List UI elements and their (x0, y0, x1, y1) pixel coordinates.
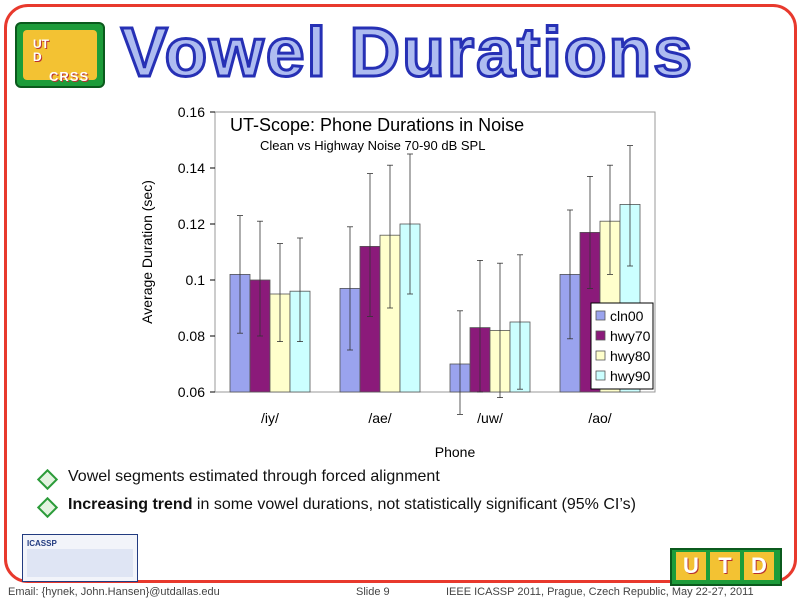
x-tick-label: /iy/ (261, 410, 279, 426)
prague-skyline-icon (27, 549, 133, 577)
bullet-item: Vowel segments estimated through forced … (36, 468, 780, 496)
icassp-logo: ICASSP (22, 534, 138, 582)
legend-label: cln00 (610, 308, 644, 324)
bullet-bold-text: Increasing trend (68, 496, 193, 513)
bullet-text: Vowel segments estimated through forced … (68, 468, 440, 485)
legend-swatch-hwy80 (595, 350, 606, 361)
chart-title: UT-Scope: Phone Durations in Noise (230, 115, 524, 135)
utd-logo-letter: D (744, 552, 774, 580)
footer-slide-number: Slide 9 (356, 586, 390, 598)
bullet-list: Vowel segments estimated through forced … (36, 468, 780, 524)
footer: Email: {hynek, John.Hansen}@utdallas.edu… (0, 586, 800, 598)
legend-label: hwy80 (610, 348, 651, 364)
x-axis-label: Phone (435, 444, 476, 460)
legend-swatch-hwy70 (595, 330, 606, 341)
utd-logo-letter: U (676, 552, 706, 580)
logo-text-bottom: CRSS (49, 69, 90, 84)
utd-crss-logo: UT D CRSS (15, 22, 105, 88)
y-tick-label: 0.16 (178, 104, 205, 120)
logo-text-side: D (33, 50, 42, 64)
utd-logo: U T D (670, 548, 782, 586)
y-tick-label: 0.08 (178, 328, 205, 344)
y-tick-label: 0.12 (178, 216, 205, 232)
legend-label: hwy70 (610, 328, 651, 344)
icassp-logo-text: ICASSP (27, 539, 57, 548)
x-tick-label: /uw/ (477, 410, 503, 426)
legend-swatch-cln00 (595, 310, 606, 321)
diamond-bullet-icon (36, 468, 59, 491)
duration-chart: 0.06 0.08 0.1 0.12 0.14 0.16/iy/ /ae/ /uw/ /ao/U… (139, 104, 656, 460)
chart-subtitle: Clean vs Highway Noise 70-90 dB SPL (260, 138, 485, 153)
bullet-item: Increasing trend in some vowel durations… (36, 496, 780, 524)
y-tick-label: 0.14 (178, 160, 205, 176)
utd-logo-letter: T (710, 552, 740, 580)
legend-label: hwy90 (610, 368, 651, 384)
footer-email: Email: {hynek, John.Hansen}@utdallas.edu (8, 586, 220, 598)
y-tick-label: 0.06 (178, 384, 205, 400)
legend-swatch-hwy90 (595, 370, 606, 381)
slide-title: Vowel Durations (120, 12, 694, 91)
diamond-bullet-icon (36, 496, 59, 519)
footer-conference: IEEE ICASSP 2011, Prague, Czech Republic… (446, 586, 754, 598)
y-axis-label: Average Duration (sec) (139, 180, 155, 324)
bullet-text: in some vowel durations, not statistical… (192, 496, 636, 513)
x-tick-label: /ae/ (368, 410, 391, 426)
logo-text-top: UT (33, 37, 49, 51)
y-tick-label: 0.1 (186, 272, 206, 288)
x-tick-label: /ao/ (588, 410, 611, 426)
slide-title-text: Vowel Durations (121, 13, 694, 90)
